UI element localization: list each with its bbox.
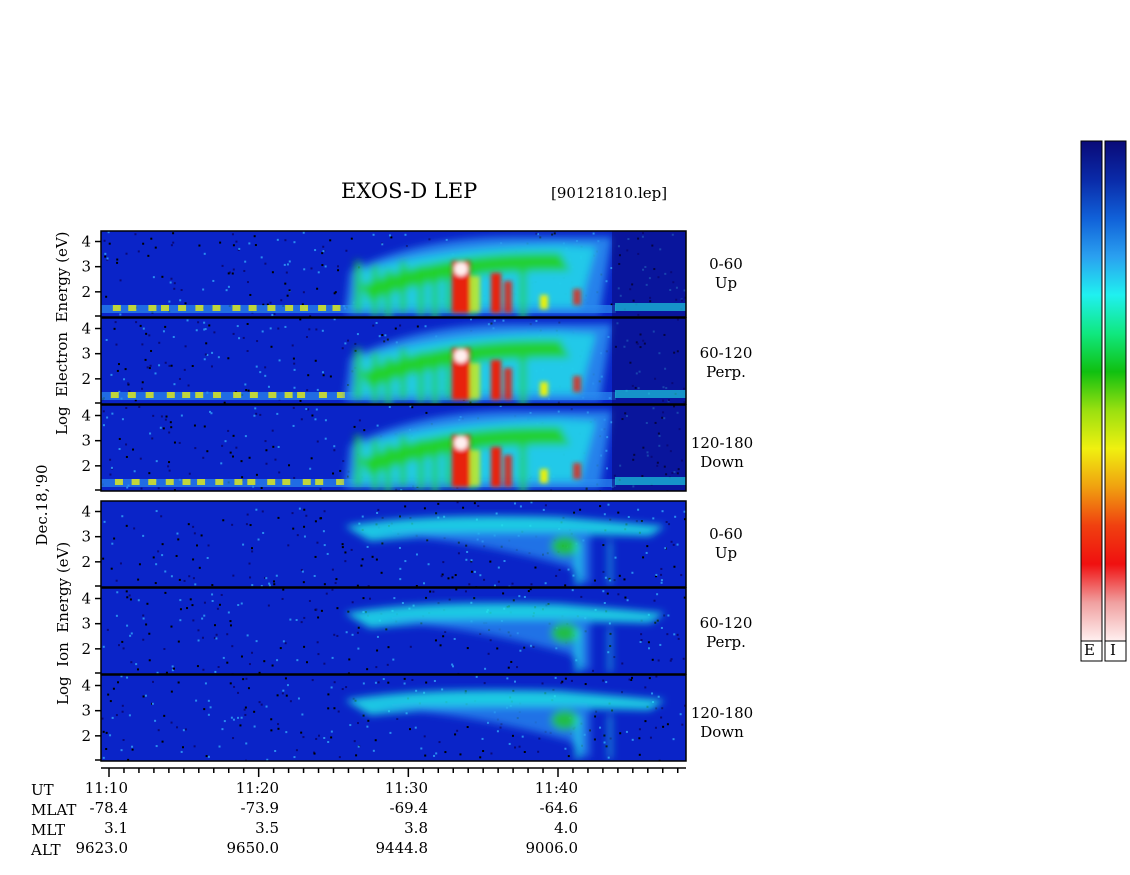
- y-tick-label: 2: [81, 370, 91, 388]
- y-tick-label: 2: [81, 457, 91, 475]
- eph-mlat-value: -69.4: [389, 799, 428, 817]
- y-tick-label: 4: [81, 233, 91, 251]
- electron-axis-label: Log Electron Energy (eV): [53, 231, 71, 435]
- spectrogram-panel-6: [100, 674, 687, 762]
- spectrogram-panel-4: [100, 500, 687, 588]
- panel-label-2: 60-120 Perp.: [699, 344, 753, 381]
- spectrogram-panel-1: [100, 230, 687, 318]
- y-tick-label: 3: [81, 432, 91, 450]
- eph-mlt-value: 3.1: [104, 819, 128, 837]
- panel-label-4: 0-60 Up: [709, 525, 743, 562]
- eph-ut-value: 11:30: [384, 779, 428, 797]
- y-tick-label: 2: [81, 727, 91, 745]
- colorbar-e: [1080, 140, 1103, 642]
- eph-row-mlt: MLT: [31, 821, 66, 839]
- eph-alt-value: 9006.0: [525, 839, 579, 857]
- eph-ut-value: 11:20: [235, 779, 279, 797]
- y-tick-label: 4: [81, 407, 91, 425]
- y-tick-label: 2: [81, 640, 91, 658]
- eph-mlt-value: 4.0: [554, 819, 578, 837]
- eph-mlat-value: -73.9: [240, 799, 279, 817]
- spectrogram-panel-2: [100, 317, 687, 405]
- y-tick-label: 2: [81, 553, 91, 571]
- eph-alt-value: 9444.8: [375, 839, 429, 857]
- y-tick-label: 3: [81, 345, 91, 363]
- panel-label-1: 0-60 Up: [709, 255, 743, 292]
- eph-mlt-value: 3.5: [255, 819, 279, 837]
- spectrogram-panel-5: [100, 587, 687, 675]
- y-tick-label: 3: [81, 615, 91, 633]
- date-label: Dec.18,'90: [33, 464, 51, 546]
- eph-mlat-value: -64.6: [539, 799, 578, 817]
- eph-ut-value: 11:10: [84, 779, 128, 797]
- y-tick-label: 4: [81, 677, 91, 695]
- colorbar-label-e: E: [1084, 641, 1095, 659]
- file-label: [90121810.lep]: [551, 184, 668, 202]
- eph-ut-value: 11:40: [534, 779, 578, 797]
- spectrogram-panel-3: [100, 404, 687, 492]
- y-tick-label: 4: [81, 503, 91, 521]
- eph-mlt-value: 3.8: [404, 819, 428, 837]
- eph-row-ut: UT: [31, 781, 54, 799]
- y-tick-label: 4: [81, 590, 91, 608]
- ion-axis-label: Log Ion Energy (eV): [54, 541, 72, 705]
- eph-mlat-value: -78.4: [89, 799, 128, 817]
- y-tick-label: 3: [81, 258, 91, 276]
- eph-alt-value: 9650.0: [226, 839, 280, 857]
- chart-title: EXOS-D LEP: [341, 179, 478, 203]
- eph-row-mlat: MLAT: [31, 801, 77, 819]
- colorbar-i: [1104, 140, 1127, 642]
- panel-label-6: 120-180 Down: [690, 704, 754, 741]
- panel-label-5: 60-120 Perp.: [699, 614, 753, 651]
- y-tick-label: 4: [81, 320, 91, 338]
- colorbar-label-i: I: [1110, 641, 1116, 659]
- y-tick-label: 2: [81, 283, 91, 301]
- y-tick-label: 3: [81, 528, 91, 546]
- eph-row-alt: ALT: [31, 841, 61, 859]
- y-tick-label: 3: [81, 702, 91, 720]
- eph-alt-value: 9623.0: [75, 839, 129, 857]
- panel-label-3: 120-180 Down: [690, 434, 754, 471]
